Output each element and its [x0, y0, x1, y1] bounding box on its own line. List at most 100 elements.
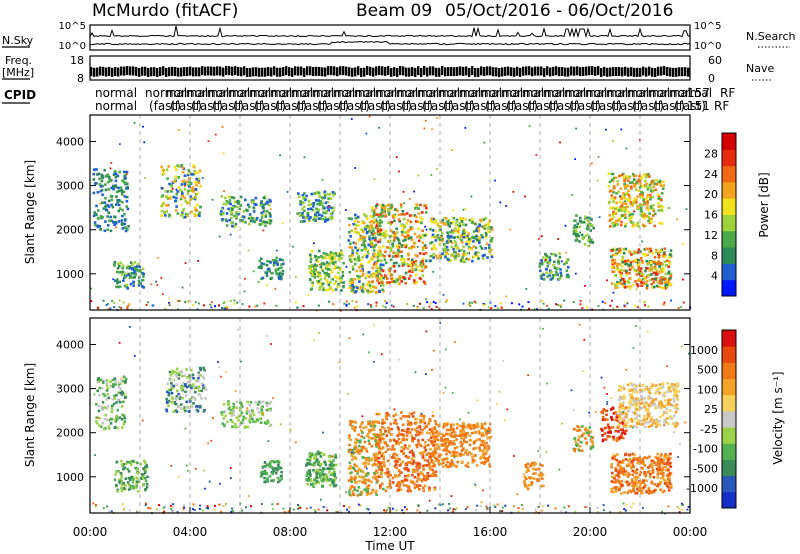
data-point [181, 209, 185, 213]
data-point [275, 249, 278, 252]
data-point [364, 481, 367, 485]
data-point [385, 414, 389, 417]
data-point [302, 195, 305, 199]
data-point [117, 220, 121, 223]
data-point [435, 429, 439, 433]
data-point [638, 263, 641, 266]
data-point [479, 245, 483, 248]
data-point [480, 456, 483, 459]
data-point [257, 410, 261, 414]
data-point [650, 217, 653, 220]
data-point [362, 426, 366, 430]
data-point [477, 239, 481, 242]
data-point [358, 280, 361, 283]
data-point [374, 439, 377, 443]
data-point [668, 253, 672, 256]
data-point [647, 215, 651, 219]
data-point [650, 273, 653, 276]
data-point [464, 435, 468, 439]
data-point [484, 452, 487, 456]
freq-mark [162, 66, 165, 76]
data-point [419, 216, 422, 220]
freq-mark [231, 66, 234, 76]
data-point [320, 451, 323, 455]
data-point [244, 198, 247, 202]
data-point [130, 475, 133, 479]
data-point [101, 400, 105, 404]
data-point [558, 252, 561, 255]
data-point [623, 179, 626, 182]
data-point [255, 401, 259, 405]
data-point [424, 251, 428, 255]
data-point [120, 223, 124, 226]
data-point [251, 409, 254, 412]
data-point [421, 262, 425, 266]
data-point [276, 268, 280, 271]
data-point [224, 307, 227, 310]
data-point [380, 433, 383, 436]
data-point [371, 226, 374, 230]
data-point [254, 305, 257, 308]
data-point [648, 175, 651, 178]
data-point [418, 431, 421, 434]
data-point [612, 215, 615, 218]
data-point [587, 244, 590, 248]
data-point [294, 301, 297, 304]
data-point [177, 377, 181, 380]
cpid-mode-label: (fast) [653, 99, 685, 113]
data-point [623, 182, 627, 186]
data-point [94, 223, 97, 227]
data-point [402, 217, 406, 221]
data-point [573, 449, 577, 453]
data-point [615, 248, 619, 251]
data-point [136, 472, 140, 475]
data-point [145, 483, 149, 486]
data-point [377, 249, 380, 252]
data-point [242, 415, 245, 419]
data-point [399, 275, 403, 279]
data-point [428, 259, 432, 262]
data-point [584, 284, 586, 287]
data-point [194, 181, 197, 184]
data-point [628, 217, 631, 221]
data-point [553, 260, 556, 264]
data-point [394, 473, 397, 477]
data-point [591, 240, 594, 244]
data-point [647, 305, 650, 308]
data-point [176, 375, 179, 379]
data-point [102, 427, 106, 431]
data-point [96, 216, 100, 220]
data-point [363, 243, 366, 247]
data-point [651, 278, 654, 281]
data-point [438, 242, 441, 246]
data-point [382, 289, 385, 293]
data-point [193, 214, 197, 218]
data-point [110, 198, 114, 202]
data-point [351, 448, 355, 452]
data-point [107, 427, 111, 430]
data-point [306, 471, 309, 474]
data-point [625, 205, 629, 209]
data-point [143, 461, 147, 465]
data-point [545, 254, 549, 258]
data-point [189, 379, 192, 383]
cpid-mode-label: normal [292, 86, 334, 100]
data-point [420, 472, 424, 476]
data-point [354, 241, 358, 245]
colorbar-tick-label: 28 [704, 147, 718, 160]
data-point [434, 431, 438, 435]
data-point [417, 442, 420, 445]
data-point [614, 219, 618, 223]
data-point [460, 436, 463, 440]
data-point [372, 263, 376, 266]
data-point [428, 428, 432, 431]
data-point [639, 279, 643, 282]
data-point [647, 217, 651, 221]
data-point [109, 167, 112, 170]
data-point [385, 417, 389, 421]
data-point [425, 228, 428, 231]
freq-mark [627, 67, 630, 77]
data-point [402, 224, 406, 227]
data-point [623, 259, 627, 263]
cpid-mode-label: (fast) [212, 99, 244, 113]
